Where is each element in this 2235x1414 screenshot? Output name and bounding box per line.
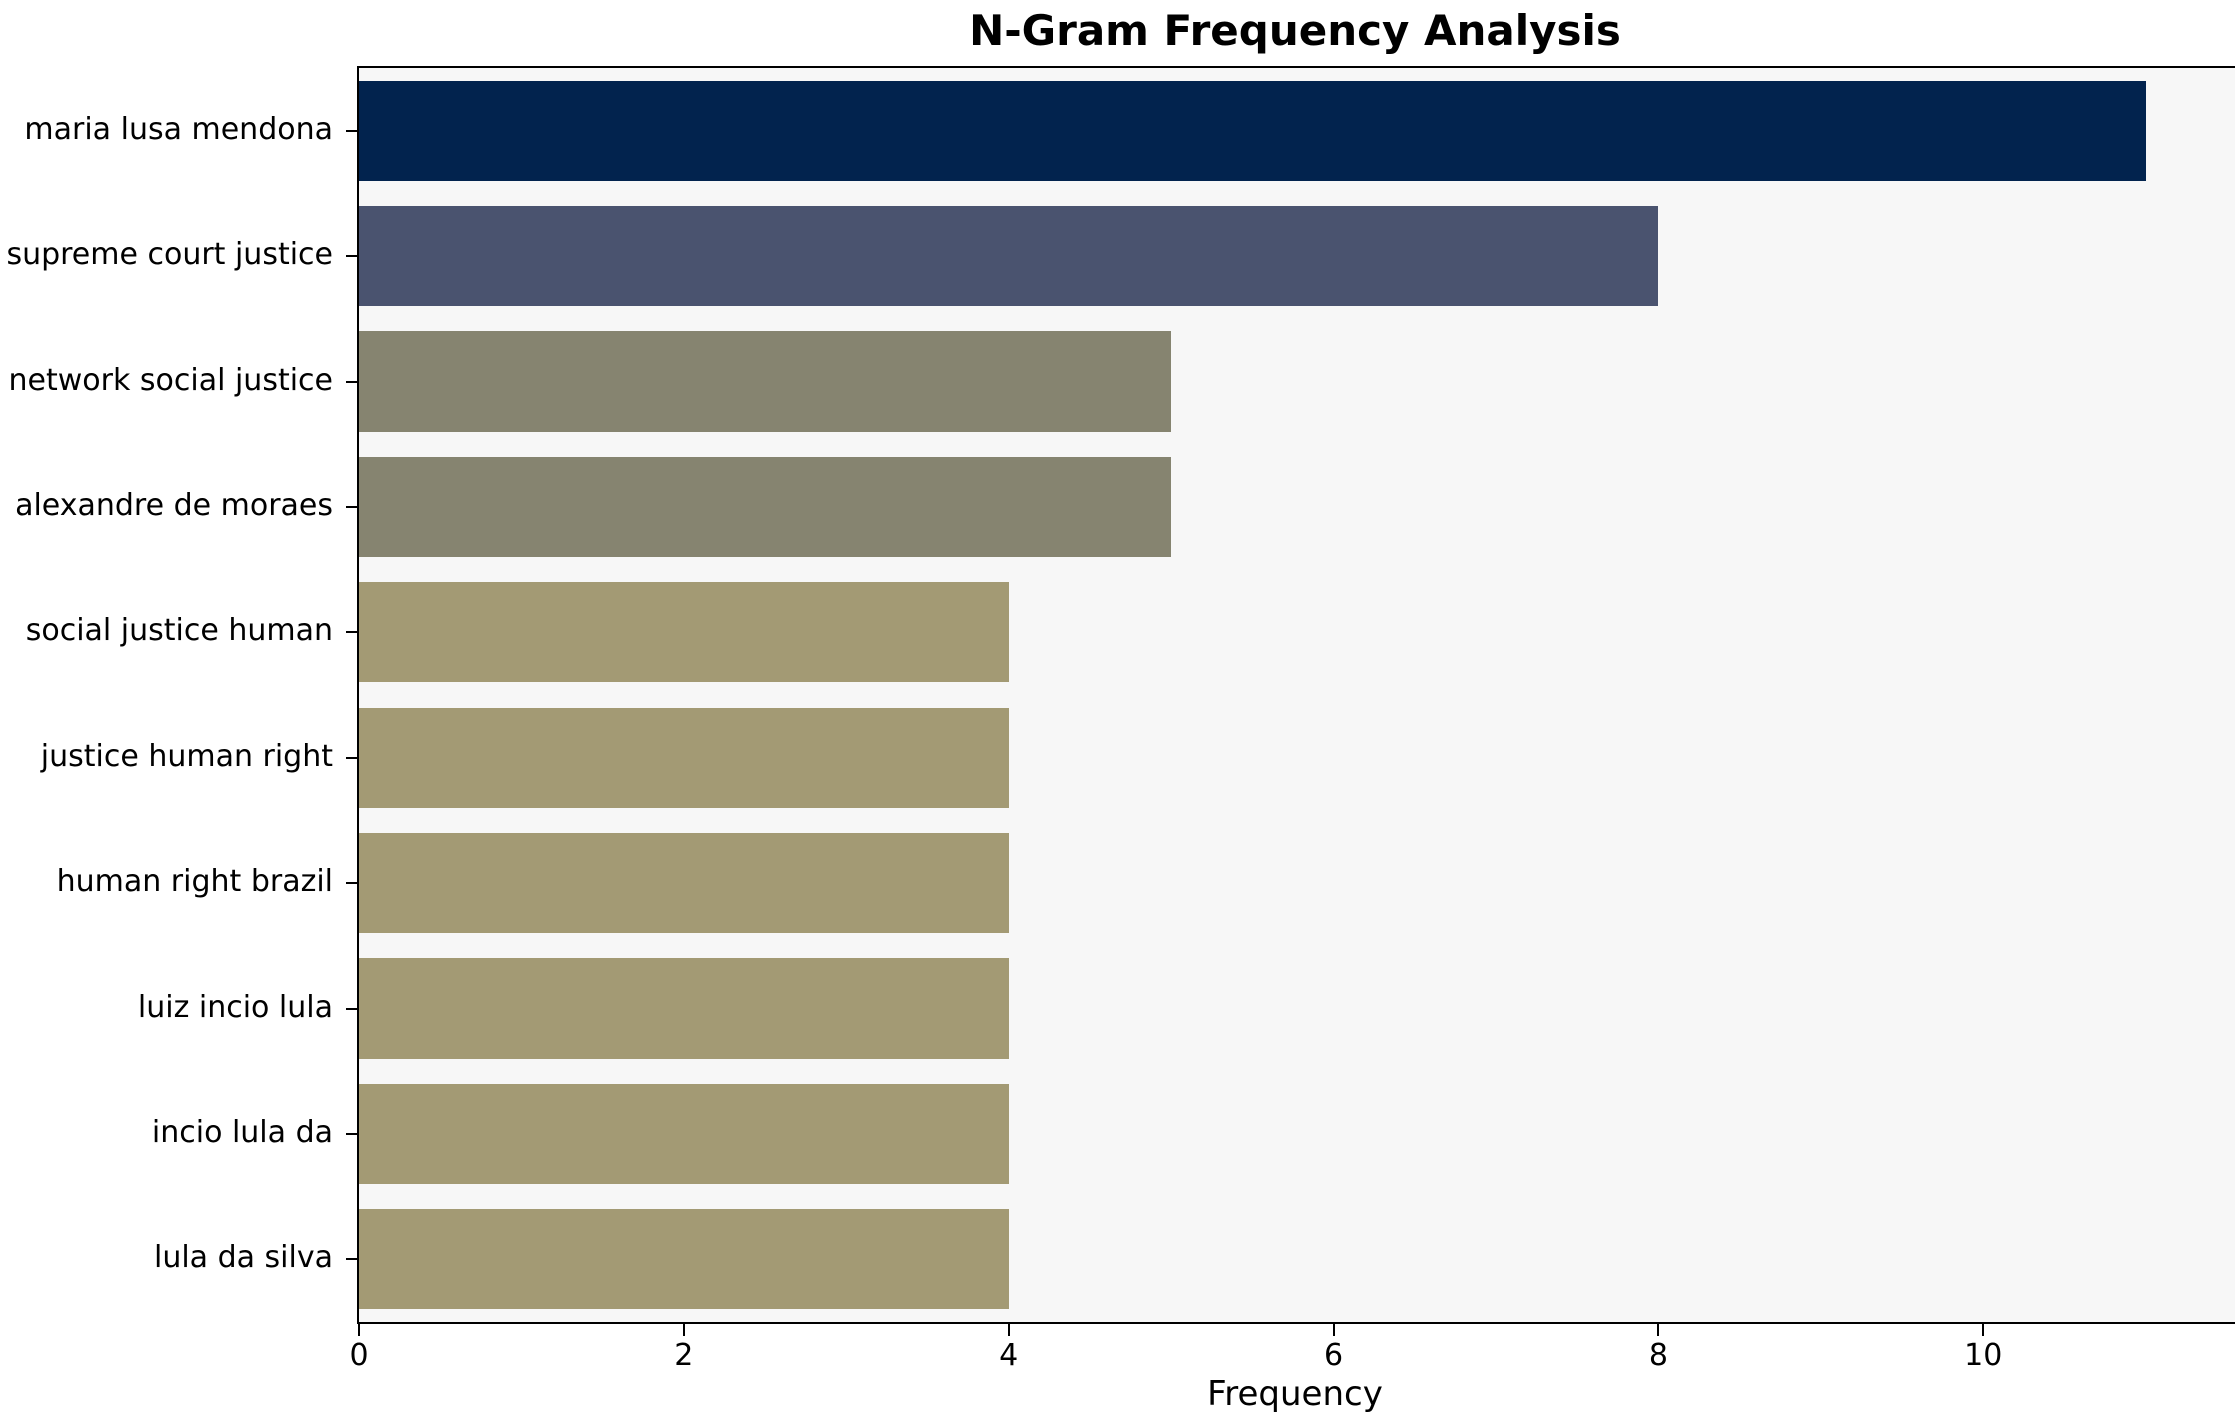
y-tick-label: network social justice <box>8 362 333 398</box>
bar-7 <box>359 958 1009 1059</box>
x-tick-mark <box>1332 1324 1335 1336</box>
bar-0 <box>359 80 2146 181</box>
y-tick-mark <box>346 882 357 885</box>
y-tick-label: alexandre de moraes <box>15 487 333 523</box>
x-axis-label: Frequency <box>1207 1374 1383 1414</box>
y-tick-label: human right brazil <box>56 864 333 900</box>
x-tick-label: 4 <box>999 1338 1019 1373</box>
y-tick-mark <box>346 129 357 132</box>
x-tick-mark <box>1007 1324 1010 1336</box>
y-tick-label: justice human right <box>40 738 333 774</box>
bar-8 <box>359 1083 1009 1185</box>
chart-title: N-Gram Frequency Analysis <box>969 6 1621 55</box>
y-tick-label: luiz incio lula <box>137 989 333 1025</box>
x-tick-mark <box>358 1324 360 1336</box>
y-tick-mark <box>346 380 357 383</box>
x-tick-mark <box>1657 1324 1660 1336</box>
x-tick-mark <box>1982 1324 1985 1336</box>
x-tick-label: 8 <box>1648 1338 1668 1373</box>
y-tick-label: lula da silva <box>153 1240 333 1276</box>
y-tick-label: supreme court justice <box>6 237 333 273</box>
bar-5 <box>359 707 1009 808</box>
y-tick-label: maria lusa mendona <box>24 111 333 147</box>
y-tick-mark <box>346 631 357 634</box>
plot-area <box>357 66 2235 1324</box>
bar-3 <box>359 456 1172 558</box>
bar-2 <box>359 331 1172 432</box>
bar-9 <box>359 1209 1009 1310</box>
y-tick-mark <box>346 505 357 508</box>
y-tick-label: social justice human <box>25 613 333 649</box>
bar-4 <box>359 582 1009 683</box>
x-tick-label: 0 <box>349 1338 369 1373</box>
bar-1 <box>359 205 1659 307</box>
x-tick-mark <box>682 1324 685 1336</box>
y-tick-mark <box>346 1132 357 1135</box>
bar-6 <box>359 832 1009 934</box>
y-tick-mark <box>346 1258 357 1261</box>
y-tick-mark <box>346 756 357 759</box>
y-tick-mark <box>346 1007 357 1010</box>
x-tick-label: 10 <box>1964 1338 2003 1373</box>
y-tick-label: incio lula da <box>151 1114 333 1150</box>
x-tick-label: 6 <box>1323 1338 1344 1373</box>
x-tick-label: 2 <box>674 1338 694 1373</box>
y-tick-mark <box>346 255 357 258</box>
